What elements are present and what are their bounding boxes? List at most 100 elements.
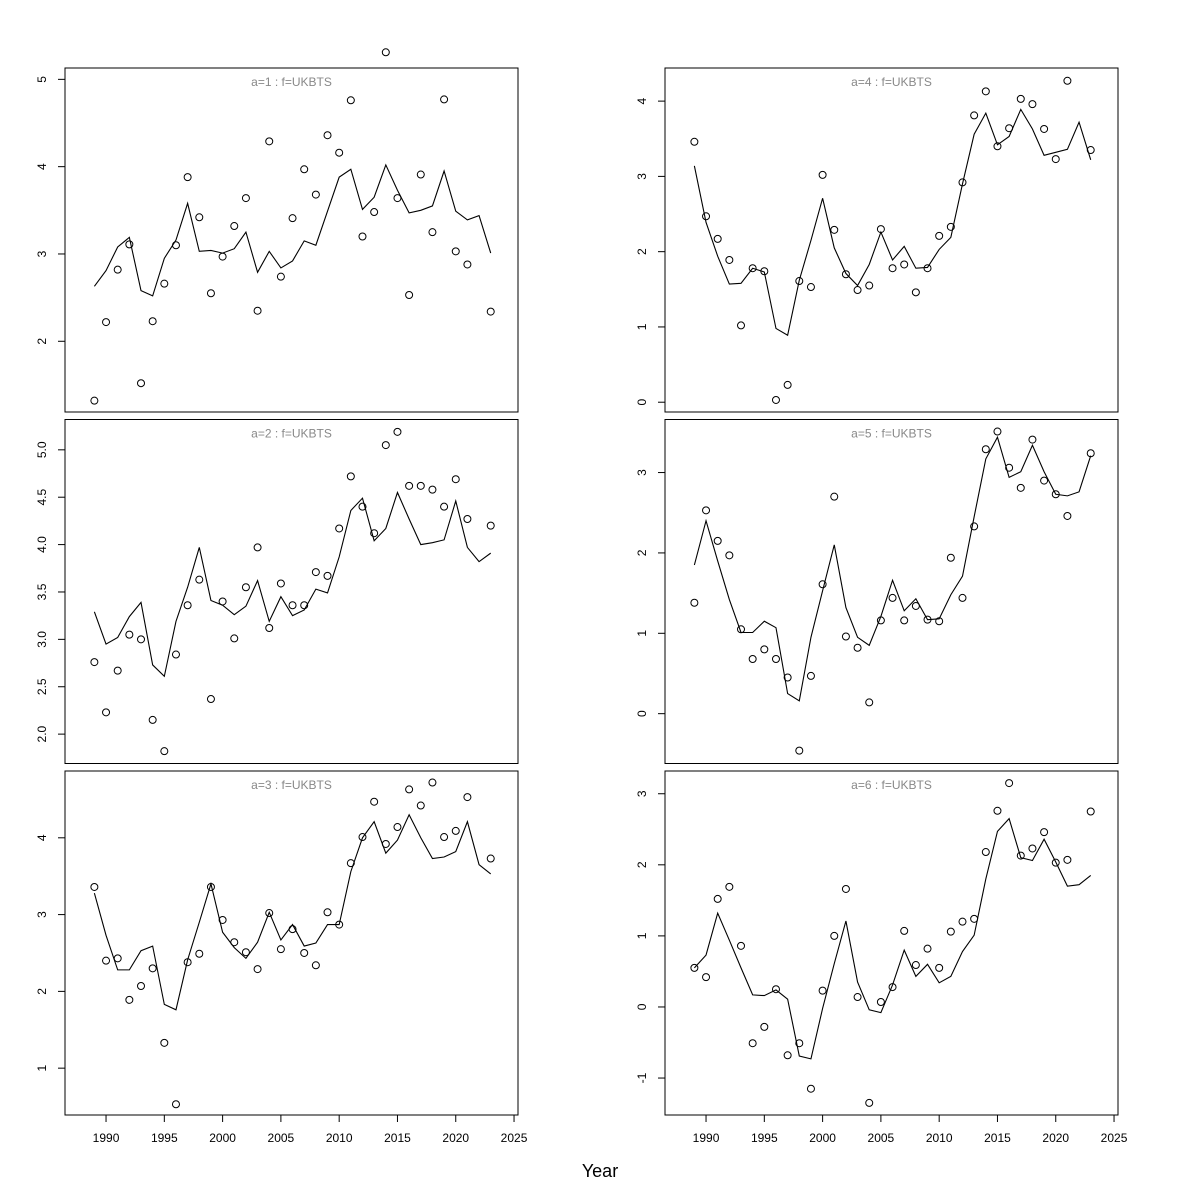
data-point (393, 823, 402, 832)
data-point (970, 111, 979, 120)
data-point (265, 623, 274, 632)
y-tick-label: 2 (35, 338, 49, 345)
x-tick-label: 2000 (809, 1131, 836, 1145)
data-point (346, 859, 355, 868)
data-point (428, 778, 437, 787)
data-point (725, 551, 734, 560)
data-point (725, 882, 734, 891)
x-tick-label: 1995 (751, 1131, 778, 1145)
data-point (125, 995, 134, 1004)
data-point (440, 833, 449, 842)
y-tick-label: 3 (635, 790, 649, 797)
data-point (737, 321, 746, 330)
data-point (148, 715, 157, 724)
data-point (276, 945, 285, 954)
data-point (90, 882, 99, 891)
data-point (346, 96, 355, 105)
plot-frame (64, 419, 519, 764)
data-point (486, 854, 495, 863)
data-point (171, 650, 180, 659)
x-tick-label: 2010 (926, 1131, 953, 1145)
x-axis-label: Year (582, 1161, 618, 1181)
data-point (993, 142, 1002, 151)
data-point (195, 949, 204, 958)
data-point (428, 228, 437, 237)
panel-title: a=2 : f=UKBTS (251, 427, 332, 441)
data-point (451, 475, 460, 484)
data-point (370, 529, 379, 538)
data-point (183, 173, 192, 182)
data-point (137, 982, 146, 990)
data-point (265, 137, 274, 146)
data-point (125, 630, 134, 639)
data-point (1063, 855, 1072, 864)
data-point (195, 575, 204, 584)
data-point (183, 601, 192, 610)
panel-title: a=3 : f=UKBTS (251, 778, 332, 792)
data-point (1086, 807, 1095, 816)
data-point (276, 272, 285, 281)
data-point (993, 427, 1002, 436)
data-point (253, 306, 262, 315)
panel-title: a=5 : f=UKBTS (851, 427, 932, 441)
x-tick-label: 2015 (384, 1131, 411, 1145)
data-point (900, 260, 909, 269)
y-tick-label: 1 (635, 630, 649, 637)
data-point (818, 986, 827, 995)
data-point (795, 746, 804, 755)
data-point (381, 441, 390, 450)
data-point (428, 485, 437, 494)
data-point (690, 598, 699, 607)
data-point (841, 632, 850, 641)
data-point (300, 165, 309, 174)
data-point (760, 1022, 769, 1031)
data-point (830, 931, 839, 940)
data-point (958, 593, 967, 602)
data-point (795, 277, 804, 286)
data-point (288, 214, 297, 223)
data-point (1040, 476, 1049, 485)
data-point (1040, 124, 1049, 133)
data-point (713, 234, 722, 243)
data-point (241, 583, 250, 592)
data-point (1051, 155, 1060, 164)
data-point (416, 801, 425, 810)
data-point (865, 698, 874, 707)
x-tick-label: 2025 (1101, 1131, 1128, 1145)
data-point (160, 747, 169, 756)
data-point (876, 997, 885, 1006)
x-tick-label: 2015 (984, 1131, 1011, 1145)
data-point (748, 655, 757, 664)
y-tick-label: 4.5 (35, 489, 49, 506)
data-point (1005, 779, 1014, 788)
data-point (841, 884, 850, 893)
data-point (90, 396, 99, 405)
data-point (113, 666, 122, 675)
data-point (946, 222, 955, 231)
data-point (713, 894, 722, 903)
y-tick-label: 0 (635, 710, 649, 717)
data-point (981, 87, 990, 96)
data-point (393, 427, 402, 436)
data-point (311, 961, 320, 970)
x-tick-label: 2025 (501, 1131, 528, 1145)
x-tick-label: 2020 (1042, 1131, 1069, 1145)
data-point (416, 170, 425, 179)
data-point (358, 502, 367, 511)
y-tick-label: 2 (35, 988, 49, 995)
data-point (137, 379, 146, 388)
data-point (206, 695, 215, 704)
data-point (923, 264, 932, 273)
data-point (830, 225, 839, 234)
data-point (702, 973, 711, 982)
data-point (148, 317, 157, 326)
data-point (783, 673, 792, 682)
data-point (1051, 858, 1060, 867)
data-point (206, 289, 215, 298)
data-point (841, 270, 850, 279)
data-point (102, 318, 111, 327)
data-point (853, 643, 862, 652)
data-point (137, 635, 146, 644)
data-point (702, 506, 711, 515)
y-tick-label: 0 (635, 399, 649, 406)
